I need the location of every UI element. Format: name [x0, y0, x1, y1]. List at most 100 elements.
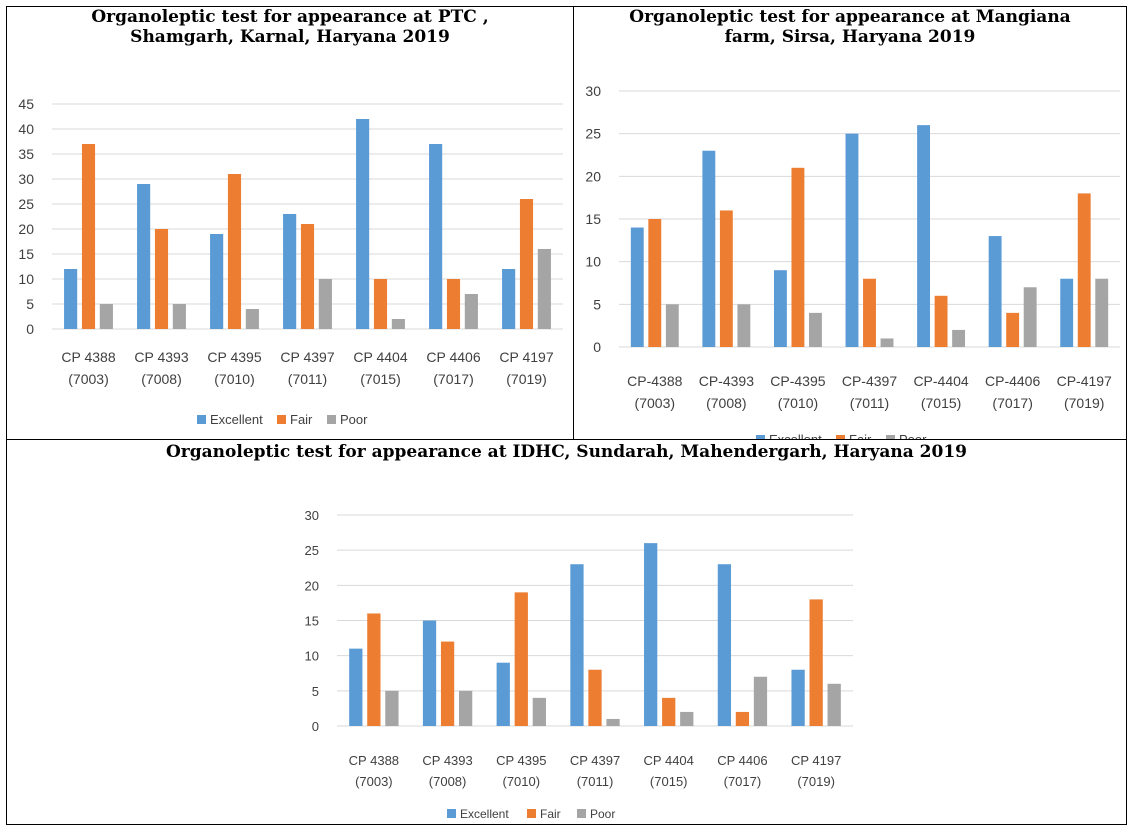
bar-fair [719, 210, 733, 347]
bar-poor [737, 304, 751, 347]
x-tick-label: (7015) [921, 395, 961, 411]
panel-idhc-mahendergarh: Organoleptic test for appearance at IDHC… [6, 439, 1127, 825]
bar-poor [809, 312, 822, 347]
x-tick-label: (7017) [724, 774, 762, 789]
x-tick-label: (7011) [577, 774, 614, 789]
bar-fair [227, 174, 242, 329]
x-tick-label: (7003) [355, 774, 393, 789]
x-tick-label: (7010) [214, 371, 254, 387]
bar-excellent [717, 564, 732, 726]
bar-excellent [917, 125, 930, 347]
x-tick-label: CP 4395 [496, 753, 546, 768]
bar-fair [446, 279, 461, 329]
bar-poor [391, 319, 405, 329]
y-tick-label: 30 [18, 171, 34, 187]
legend-swatch-poor [577, 809, 586, 818]
x-tick-label: (7019) [797, 774, 835, 789]
legend-label-fair: Fair [849, 432, 872, 439]
title-line-1: Organoleptic test for appearance at Mang… [629, 7, 1071, 27]
x-tick-label: (7003) [68, 371, 108, 387]
y-tick-label: 45 [18, 96, 34, 112]
bar-excellent [210, 234, 224, 329]
bar-fair [300, 224, 315, 329]
legend-swatch-excellent [756, 435, 765, 439]
y-tick-label: 10 [585, 254, 601, 270]
x-tick-label: (7017) [992, 395, 1032, 411]
x-tick-label: CP 4197 [499, 349, 553, 365]
x-tick-label: CP-4197 [1057, 373, 1112, 389]
panel-mangiana-sirsa: Organoleptic test for appearance at Mang… [573, 6, 1127, 440]
bar-poor [464, 294, 478, 329]
bar-poor [665, 304, 679, 347]
x-tick-label: (7015) [650, 774, 688, 789]
x-tick-label: (7010) [502, 774, 540, 789]
bar-fair [154, 229, 169, 329]
x-tick-label: CP 4395 [207, 349, 261, 365]
legend-swatch-excellent [447, 809, 456, 818]
y-tick-label: 20 [18, 221, 34, 237]
x-tick-label: CP 4393 [422, 753, 472, 768]
y-tick-label: 0 [26, 321, 34, 337]
bar-fair [735, 711, 750, 726]
y-tick-label: 20 [585, 168, 601, 184]
bar-poor [318, 279, 332, 329]
chart-mangiana-sirsa: 0 5 10 15 20 25 30 CP-4388 (7003) CP-4393 (7008) CP… [585, 83, 1120, 439]
panel-ptc-karnal: Organoleptic test for appearance at PTC … [6, 6, 574, 440]
bar-fair [1006, 312, 1020, 347]
x-tick-label: (7017) [433, 371, 473, 387]
x-tick-label: (7011) [288, 371, 327, 387]
y-tick-label: 35 [18, 146, 34, 162]
x-tick-label: CP 4406 [717, 753, 767, 768]
bar-fair [514, 592, 528, 726]
bar-fair [662, 697, 676, 726]
y-tick-label: 20 [305, 578, 319, 593]
bar-fair [809, 599, 823, 726]
y-tick-label: 30 [585, 83, 601, 99]
bar-poor [99, 304, 113, 329]
y-tick-label: 5 [26, 296, 34, 312]
x-tick-label: CP 4393 [134, 349, 188, 365]
y-tick-label: 5 [593, 296, 601, 312]
bar-fair [373, 279, 388, 329]
panel-title: Organoleptic test for appearance at PTC … [7, 7, 573, 47]
title-line-2: farm, Sirsa, Haryana 2019 [724, 27, 976, 47]
legend-swatch-poor [327, 415, 336, 424]
legend-swatch-excellent [197, 415, 206, 424]
x-tick-label: CP 4388 [349, 753, 399, 768]
bar-poor [952, 329, 966, 347]
y-tick-label: 15 [585, 211, 601, 227]
bar-excellent [502, 269, 516, 329]
bar-fair [81, 144, 96, 329]
bar-poor [606, 718, 620, 726]
x-tick-label: (7008) [141, 371, 181, 387]
y-tick-label: 30 [305, 508, 319, 523]
x-tick-label: (7015) [360, 371, 400, 387]
x-tick-label: CP-4388 [627, 373, 682, 389]
x-tick-label: CP-4404 [913, 373, 968, 389]
bar-poor [1023, 287, 1037, 347]
bar-poor [172, 304, 186, 329]
bar-fair [1077, 193, 1091, 347]
x-tick-label: CP 4388 [61, 349, 115, 365]
bar-poor [458, 690, 473, 726]
x-tick-label: (7008) [429, 774, 467, 789]
x-tick-label: CP-4393 [699, 373, 754, 389]
x-tick-label: CP 4404 [644, 753, 694, 768]
x-tick-label: CP 4397 [280, 349, 334, 365]
bar-excellent [137, 184, 151, 329]
bar-excellent [283, 214, 297, 329]
x-tick-label: CP 4406 [426, 349, 480, 365]
legend-swatch-fair [527, 809, 536, 818]
x-tick-label: CP-4397 [842, 373, 897, 389]
bar-excellent [702, 150, 716, 347]
legend-label-excellent: Excellent [460, 807, 509, 821]
bar-excellent [791, 669, 805, 726]
bar-excellent [429, 144, 443, 329]
x-tick-label: CP-4406 [985, 373, 1040, 389]
bar-excellent [644, 543, 658, 726]
panel-title: Organoleptic test for appearance at IDHC… [7, 442, 1126, 462]
legend-label-excellent: Excellent [210, 412, 263, 427]
y-tick-label: 15 [18, 246, 34, 262]
x-tick-label: CP 4397 [570, 753, 620, 768]
chart-idhc-mahendergarh: 0 5 10 15 20 25 30 CP 4388 (7003) CP 4393 (7008) CP… [305, 508, 853, 821]
